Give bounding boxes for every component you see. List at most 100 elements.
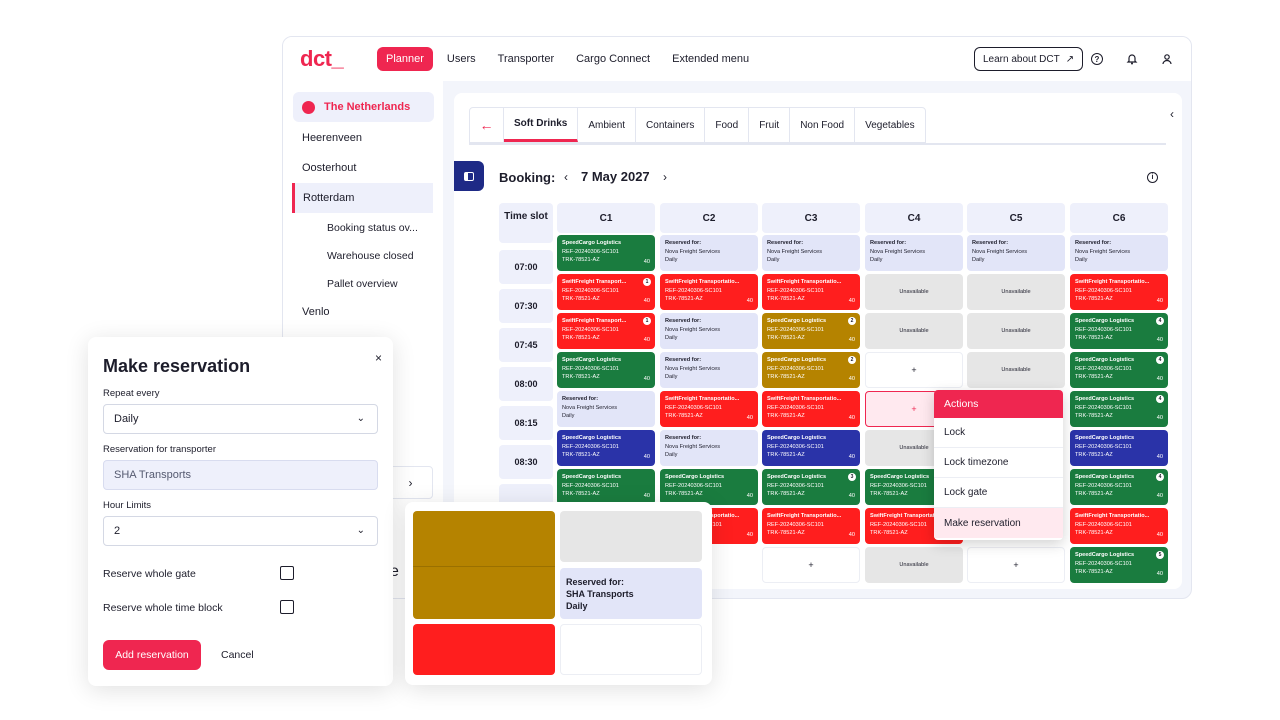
slot-cell-c3-r2[interactable]: SwiftFreight Transportatio... REF-2024030…: [762, 274, 860, 310]
close-icon[interactable]: ×: [375, 351, 383, 365]
truck-id: TRK-78521-AZ: [767, 335, 805, 342]
slot-cell-c2-r3[interactable]: Reserved for: Nova Freight Services Daily: [660, 313, 758, 349]
sidebar-sub-booking-status[interactable]: Booking status ov...: [327, 222, 418, 234]
tab-fruit[interactable]: Fruit: [749, 108, 791, 142]
repeat-select[interactable]: Daily ⌄: [103, 404, 378, 434]
zoom-cell-reserved[interactable]: Reserved for: SHA Transports Daily: [560, 568, 702, 619]
slot-cell-c5-r1[interactable]: Reserved for: Nova Freight Services Daily: [967, 235, 1065, 271]
hour-limits-select[interactable]: 2 ⌄: [103, 516, 378, 546]
info-icon[interactable]: i: [1147, 172, 1158, 183]
slot-cell-c6-r6[interactable]: SpeedCargo Logistics REF-20240306-SC101 TR…: [1070, 430, 1168, 466]
cancel-button[interactable]: Cancel: [221, 649, 254, 661]
reserve-whole-block-checkbox[interactable]: [280, 600, 294, 614]
slot-cell-c2-r6[interactable]: Reserved for: Nova Freight Services Daily: [660, 430, 758, 466]
nav-users[interactable]: Users: [446, 53, 476, 65]
slot-cell-c3-r1[interactable]: Reserved for: Nova Freight Services Daily: [762, 235, 860, 271]
slot-cell-c6-r3[interactable]: SpeedCargo Logistics REF-20240306-SC101 TR…: [1070, 313, 1168, 349]
repeat-label: Repeat every: [103, 388, 160, 399]
back-arrow-icon[interactable]: ←: [470, 108, 504, 142]
tab-food[interactable]: Food: [705, 108, 750, 142]
slot-cell-c5-r4[interactable]: Unavailable: [967, 352, 1065, 388]
bell-icon[interactable]: [1124, 51, 1140, 67]
slot-cell-c3-r9[interactable]: +: [762, 547, 860, 583]
action-lock-gate[interactable]: Lock gate: [934, 478, 1063, 508]
chevron-left-icon[interactable]: ‹: [564, 170, 568, 184]
sidebar-sub-warehouse-closed[interactable]: Warehouse closed: [327, 250, 414, 262]
help-icon[interactable]: ?: [1089, 51, 1105, 67]
add-reservation-button[interactable]: Add reservation: [103, 640, 201, 670]
nav-cargo-connect[interactable]: Cargo Connect: [576, 53, 651, 65]
slot-cell-c6-r9[interactable]: SpeedCargo Logistics REF-20240306-SC101 TR…: [1070, 547, 1168, 583]
reserved-label: Reserved for:: [870, 240, 907, 246]
transporter-field[interactable]: SHA Transports: [103, 460, 378, 490]
slot-cell-c3-r8[interactable]: SwiftFreight Transportatio... REF-2024030…: [762, 508, 860, 544]
slot-cell-c6-r7[interactable]: SpeedCargo Logistics REF-20240306-SC101 TR…: [1070, 469, 1168, 505]
slot-cell-c6-r4[interactable]: SpeedCargo Logistics REF-20240306-SC101 TR…: [1070, 352, 1168, 388]
sidebar-item-heerenveen[interactable]: Heerenveen: [302, 132, 362, 144]
learn-about-dct-button[interactable]: Learn about DCT ↗: [974, 47, 1084, 71]
slot-cell-c1-r6[interactable]: SpeedCargo Logistics REF-20240306-SC101 TR…: [557, 430, 655, 466]
booking-reference: REF-20240306-SC101: [562, 365, 619, 372]
slot-cell-c1-r1[interactable]: SpeedCargo Logistics REF-20240306-SC101 TR…: [557, 235, 655, 271]
actions-menu: Actions Lock Lock timezone Lock gate Mak…: [934, 390, 1063, 540]
slot-cell-c4-r4[interactable]: +: [865, 352, 963, 388]
slot-cell-c2-r7[interactable]: SpeedCargo Logistics REF-20240306-SC101 TR…: [660, 469, 758, 505]
status-badge: 4: [1156, 356, 1164, 364]
slot-cell-c2-r1[interactable]: Reserved for: Nova Freight Services Daily: [660, 235, 758, 271]
slot-cell-c3-r7[interactable]: SpeedCargo Logistics REF-20240306-SC101 TR…: [762, 469, 860, 505]
truck-id: TRK-78521-AZ: [665, 413, 703, 420]
sidebar-country-netherlands[interactable]: The Netherlands: [293, 92, 434, 122]
tab-soft-drinks[interactable]: Soft Drinks: [504, 108, 579, 142]
slot-cell-c1-r3[interactable]: SwiftFreight Transport... REF-20240306-SC…: [557, 313, 655, 349]
slot-cell-c1-r4[interactable]: SpeedCargo Logistics REF-20240306-SC101 TR…: [557, 352, 655, 388]
sidebar-sub-pallet-overview[interactable]: Pallet overview: [327, 278, 398, 290]
slot-cell-c6-r1[interactable]: Reserved for: Nova Freight Services Daily: [1070, 235, 1168, 271]
tab-containers[interactable]: Containers: [636, 108, 706, 142]
nav-extended-menu[interactable]: Extended menu: [672, 53, 750, 65]
sidebar-item-oosterhout[interactable]: Oosterhout: [302, 162, 357, 174]
slot-cell-c4-r2[interactable]: Unavailable: [865, 274, 963, 310]
slot-cell-c1-r2[interactable]: SwiftFreight Transport... REF-20240306-SC…: [557, 274, 655, 310]
slot-cell-c3-r4[interactable]: SpeedCargo Logistics REF-20240306-SC101 TR…: [762, 352, 860, 388]
modal-title: Make reservation: [103, 356, 251, 376]
slot-cell-c6-r8[interactable]: SwiftFreight Transportatio... REF-2024030…: [1070, 508, 1168, 544]
action-make-reservation[interactable]: Make reservation: [934, 508, 1063, 538]
tab-ambient[interactable]: Ambient: [578, 108, 637, 142]
slot-cell-c4-r9[interactable]: Unavailable: [865, 547, 963, 583]
slot-cell-c1-r5[interactable]: Reserved for: Nova Freight Services Daily: [557, 391, 655, 427]
slot-cell-c4-r1[interactable]: Reserved for: Nova Freight Services Daily: [865, 235, 963, 271]
user-icon[interactable]: [1159, 51, 1175, 67]
slot-cell-c2-r2[interactable]: SwiftFreight Transportatio... REF-2024030…: [660, 274, 758, 310]
chevron-right-icon[interactable]: ›: [388, 466, 433, 499]
slot-cell-c2-r4[interactable]: Reserved for: Nova Freight Services Daily: [660, 352, 758, 388]
slot-cell-c1-r7[interactable]: SpeedCargo Logistics REF-20240306-SC101 TR…: [557, 469, 655, 505]
carrier-name: SpeedCargo Logistics: [767, 474, 827, 480]
pallet-count: 40: [1156, 532, 1163, 539]
tab-vegetables[interactable]: Vegetables: [865, 119, 915, 131]
sidebar-item-venlo[interactable]: Venlo: [302, 306, 330, 318]
slot-cell-c6-r5[interactable]: SpeedCargo Logistics REF-20240306-SC101 TR…: [1070, 391, 1168, 427]
pallet-count: 40: [643, 337, 650, 344]
truck-id: TRK-78521-AZ: [767, 491, 805, 498]
slot-cell-c5-r9[interactable]: +: [967, 547, 1065, 583]
panel-toggle-icon[interactable]: [454, 161, 484, 191]
reserve-whole-gate-checkbox[interactable]: [280, 566, 294, 580]
slot-cell-c5-r2[interactable]: Unavailable: [967, 274, 1065, 310]
slot-cell-c4-r3[interactable]: Unavailable: [865, 313, 963, 349]
action-lock-timezone[interactable]: Lock timezone: [934, 448, 1063, 478]
tab-non-food[interactable]: Non Food: [790, 108, 856, 142]
slot-cell-c3-r3[interactable]: SpeedCargo Logistics REF-20240306-SC101 TR…: [762, 313, 860, 349]
slot-cell-c3-r5[interactable]: SwiftFreight Transportatio... REF-2024030…: [762, 391, 860, 427]
sidebar-item-rotterdam[interactable]: Rotterdam: [292, 183, 433, 213]
slot-cell-c3-r6[interactable]: SpeedCargo Logistics REF-20240306-SC101 TR…: [762, 430, 860, 466]
nav-planner[interactable]: Planner: [377, 47, 433, 71]
truck-id: TRK-78521-AZ: [562, 452, 600, 459]
action-lock[interactable]: Lock: [934, 418, 1063, 448]
slot-cell-c2-r5[interactable]: SwiftFreight Transportatio... REF-2024030…: [660, 391, 758, 427]
pallet-count: 40: [643, 259, 650, 266]
nav-transporter[interactable]: Transporter: [497, 53, 555, 65]
slot-cell-c6-r2[interactable]: SwiftFreight Transportatio... REF-2024030…: [1070, 274, 1168, 310]
chevron-right-icon[interactable]: ›: [663, 170, 667, 184]
chevron-left-icon[interactable]: ‹: [1170, 107, 1174, 121]
slot-cell-c5-r3[interactable]: Unavailable: [967, 313, 1065, 349]
